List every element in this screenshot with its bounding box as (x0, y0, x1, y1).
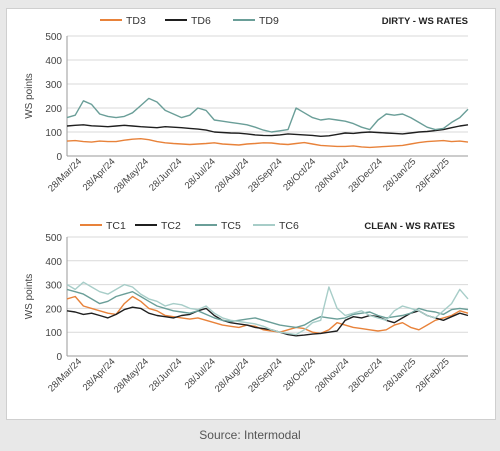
x-tick-label: 28/Sep/24 (246, 156, 284, 194)
legend-label: TC6 (279, 220, 299, 232)
x-tick-label: 28/Jun/24 (147, 356, 184, 393)
y-tick-label: 0 (56, 152, 62, 163)
source-caption: Source: Intermodal (199, 428, 301, 442)
legend-label: TD9 (259, 15, 279, 27)
legend-label: TD6 (191, 15, 211, 27)
series-line-td9 (66, 97, 469, 133)
x-tick-label: 28/Mar/24 (46, 156, 84, 194)
x-tick-label: 28/Jun/24 (147, 156, 184, 193)
y-tick-label: 400 (45, 257, 62, 268)
y-tick-label: 100 (45, 328, 62, 339)
x-tick-label: 28/Aug/24 (213, 156, 251, 194)
x-tick-label: 28/Feb/25 (414, 156, 452, 194)
y-tick-label: 100 (45, 128, 62, 139)
y-tick-label: 500 (45, 32, 62, 43)
x-tick-label: 28/Dec/24 (347, 356, 385, 394)
y-tick-label: 0 (56, 352, 62, 363)
x-tick-label: 28/Nov/24 (313, 156, 351, 194)
chart-card (6, 8, 496, 420)
series-line-tc6 (66, 281, 469, 336)
chart-title: CLEAN - WS RATES (364, 221, 455, 232)
legend-label: TD3 (126, 15, 146, 27)
y-tick-label: 300 (45, 80, 62, 91)
x-tick-label: 28/Sep/24 (246, 356, 284, 394)
series-line-td3 (66, 137, 469, 149)
legend-label: TC2 (161, 220, 181, 232)
x-tick-label: 28/Mar/24 (46, 356, 84, 394)
x-tick-label: 28/Jan/25 (381, 156, 418, 193)
y-axis-label: WS points (24, 73, 35, 119)
series-line-tc5 (66, 288, 469, 329)
y-tick-label: 500 (45, 233, 62, 244)
chart-title: DIRTY - WS RATES (382, 16, 468, 27)
series-line-tc2 (66, 306, 469, 337)
y-tick-label: 400 (45, 56, 62, 67)
series-line-tc1 (66, 295, 469, 335)
series-line-td6 (66, 124, 469, 138)
y-tick-label: 200 (45, 304, 62, 315)
x-tick-label: 28/Aug/24 (213, 356, 251, 394)
y-tick-label: 200 (45, 104, 62, 115)
y-axis-label: WS points (24, 274, 35, 320)
legend-label: TC5 (221, 220, 241, 232)
x-tick-label: 28/Jan/25 (381, 356, 418, 393)
x-tick-label: 28/Dec/24 (347, 156, 385, 194)
x-tick-label: 28/May/24 (112, 156, 151, 195)
y-tick-label: 300 (45, 281, 62, 292)
x-tick-label: 28/Feb/25 (414, 356, 452, 394)
x-tick-label: 28/Nov/24 (313, 356, 351, 394)
legend-label: TC1 (106, 220, 126, 232)
x-tick-label: 28/May/24 (112, 356, 151, 395)
